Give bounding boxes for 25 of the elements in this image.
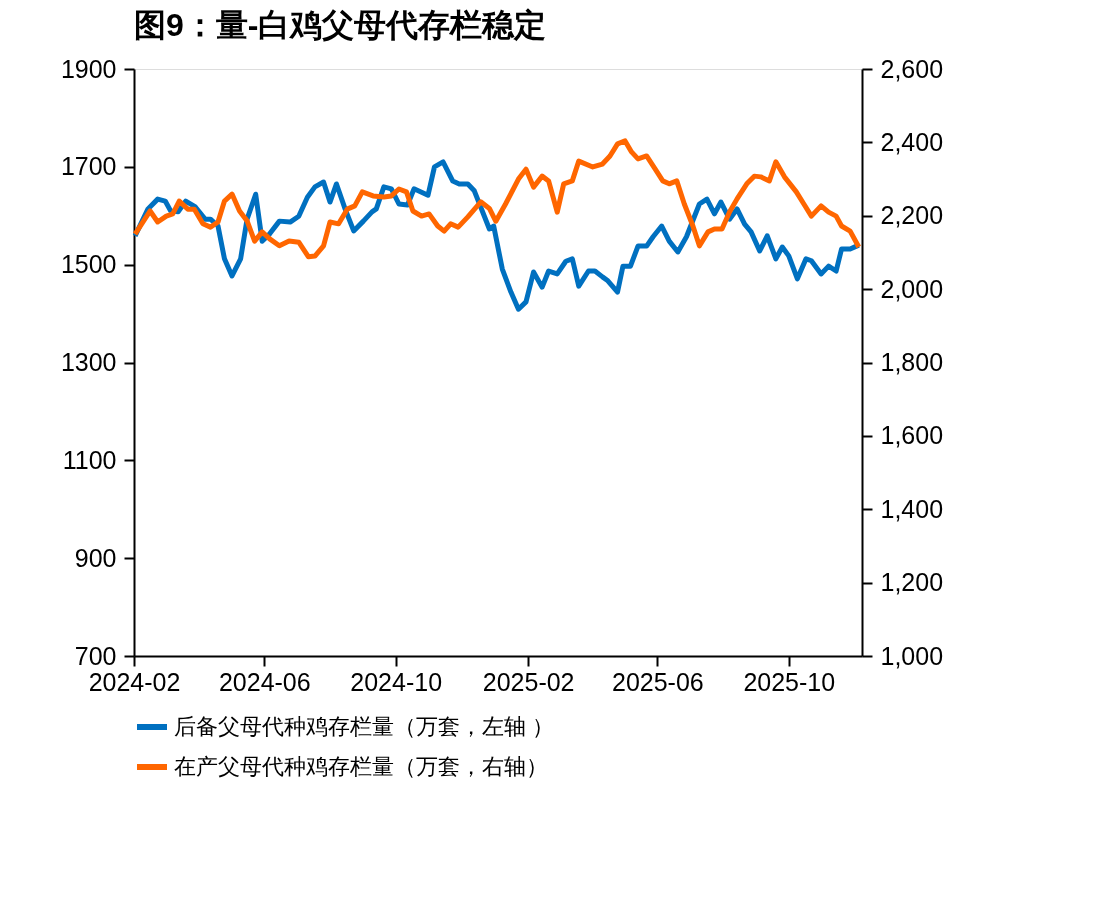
y-tick-label: 1500 xyxy=(60,250,117,279)
x-tick-label: 2025-10 xyxy=(743,667,836,696)
y2-tick-label: 2,000 xyxy=(880,274,944,303)
y2-tick-label: 2,200 xyxy=(880,201,944,230)
y2-tick-label: 1,000 xyxy=(880,641,944,670)
x-tick-label: 2024-06 xyxy=(218,667,311,696)
chart-title: 图9：量-白鸡父母代存栏稳定 xyxy=(134,7,547,43)
legend-label: 后备父母代种鸡存栏量（万套，左轴 ） xyxy=(174,714,555,739)
y-tick-label: 700 xyxy=(74,641,117,670)
legend-label: 在产父母代种鸡存栏量（万套，右轴） xyxy=(174,754,548,779)
y2-tick-label: 2,600 xyxy=(880,54,944,83)
y2-tick-label: 1,200 xyxy=(880,568,944,597)
y2-tick-label: 1,400 xyxy=(880,494,944,523)
y-tick-label: 1700 xyxy=(60,152,117,181)
y-tick-label: 1300 xyxy=(60,348,117,376)
y-tick-label: 900 xyxy=(74,543,117,572)
x-tick-label: 2024-10 xyxy=(350,667,443,696)
y2-tick-label: 2,400 xyxy=(880,127,944,156)
y-tick-label: 1100 xyxy=(62,445,117,474)
x-tick-label: 2025-02 xyxy=(482,667,575,696)
y2-tick-label: 1,800 xyxy=(880,348,944,376)
x-tick-label: 2024-02 xyxy=(88,667,181,696)
x-tick-label: 2025-06 xyxy=(612,667,704,696)
y2-tick-label: 1,600 xyxy=(880,421,944,450)
y-tick-label: 1900 xyxy=(60,54,117,83)
